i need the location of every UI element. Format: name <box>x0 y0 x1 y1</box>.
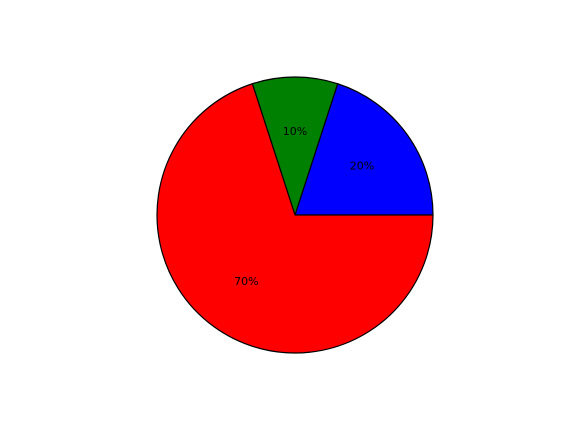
pie-slice-2 <box>156 83 434 354</box>
pie-slices <box>156 76 434 354</box>
pie-slice-1 <box>251 76 339 216</box>
pie-labels: 20% 10% 70% <box>234 125 374 288</box>
pie-slice-label-2: 70% <box>234 275 258 288</box>
pie-slice-0 <box>294 83 434 216</box>
pie-slice-label-1: 10% <box>283 125 307 138</box>
pie-slice-label-0: 20% <box>350 159 374 172</box>
